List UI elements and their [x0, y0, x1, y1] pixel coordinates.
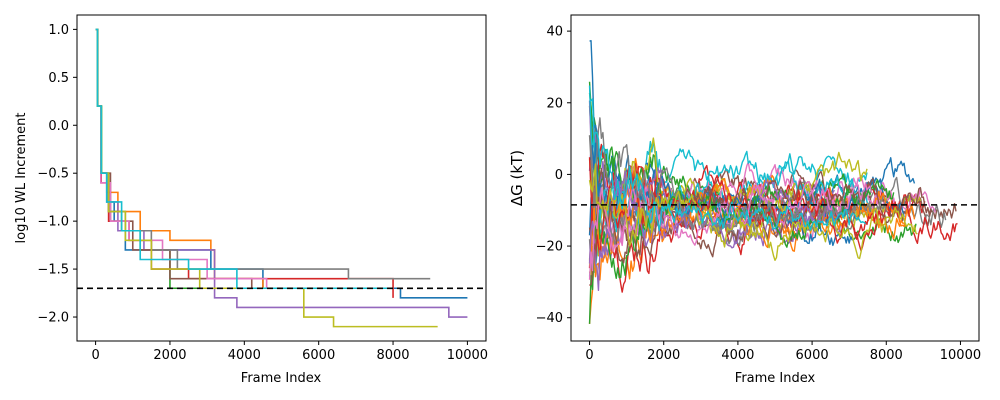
x-tick-label: 10000	[940, 348, 981, 363]
y-tick-label: −2.0	[37, 311, 69, 326]
y-tick-label: 40	[546, 25, 563, 40]
y-tick-label: −40	[536, 311, 563, 326]
left-x-axis-label: Frame Index	[241, 371, 322, 386]
trajectory-line	[588, 163, 918, 261]
x-tick-label: 4000	[721, 348, 754, 363]
y-tick-label: 0.5	[48, 71, 69, 86]
trajectory-line	[588, 85, 870, 238]
x-tick-label: 2000	[153, 348, 186, 363]
y-tick-label: −1.0	[37, 215, 69, 230]
y-tick-label: −1.5	[37, 263, 69, 278]
left-plot-frame	[76, 14, 487, 342]
y-tick-label: 1.0	[48, 23, 69, 38]
y-tick-label: 0.0	[48, 119, 69, 134]
x-tick-label: 6000	[796, 348, 829, 363]
trajectory-line	[588, 157, 958, 264]
left-chart-panel: 0 2000 4000 6000 8000 10000 1.0 0.5 0.0 −0.5 −1.0 −…	[14, 14, 488, 386]
x-tick-label: 6000	[302, 348, 335, 363]
right-series-group	[588, 40, 958, 324]
step-series-line	[95, 28, 394, 290]
right-chart-panel: 0 2000 4000 6000 8000 10000 40 20 0 −20 −40 Frame …	[508, 14, 982, 386]
x-tick-label: 0	[585, 348, 593, 363]
x-tick-label: 4000	[228, 348, 261, 363]
x-tick-label: 10000	[447, 348, 488, 363]
y-tick-label: 0	[555, 168, 563, 183]
left-y-axis-label: log10 WL Increment	[14, 113, 29, 244]
x-tick-label: 0	[91, 348, 99, 363]
right-plot-frame	[570, 14, 980, 342]
right-x-axis-label: Frame Index	[735, 371, 816, 386]
y-tick-label: −20	[536, 240, 563, 255]
y-tick-label: 20	[546, 96, 563, 111]
x-tick-label: 8000	[870, 348, 903, 363]
trajectory-line	[589, 98, 866, 232]
y-tick-label: −0.5	[37, 167, 69, 182]
left-tick-group: 0 2000 4000 6000 8000 10000 1.0 0.5 0.0 −0.5 −1.0 −…	[37, 23, 488, 363]
x-tick-label: 2000	[647, 348, 680, 363]
left-series-group	[95, 28, 468, 328]
right-tick-group: 0 2000 4000 6000 8000 10000 40 20 0 −20 −40	[536, 25, 982, 363]
x-tick-label: 8000	[376, 348, 409, 363]
right-y-axis-label: ΔG (kT)	[508, 150, 526, 206]
